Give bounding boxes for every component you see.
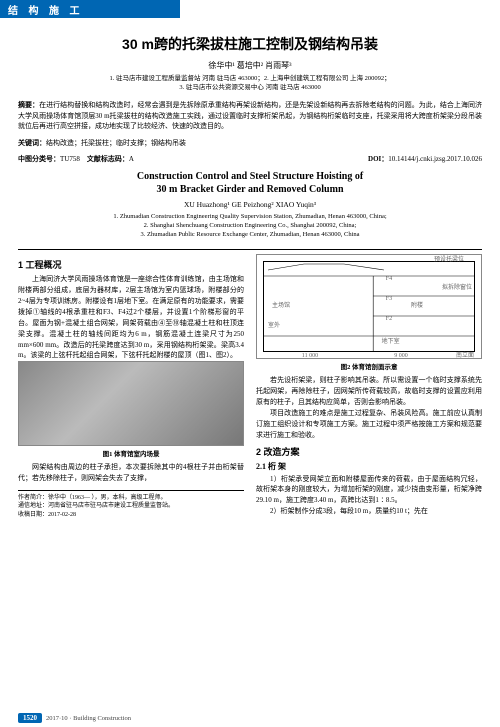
authors-en: XU Huazhong¹ GE Peizhong² XIAO Yuqin³ (18, 200, 482, 209)
title-en-line: 30 m Bracket Girder and Removed Column (18, 183, 482, 196)
left-column: 1 工程概况 上海同济大学风雨操场体育馆是一座综合性体育训练馆，由主场馆和附楼两… (18, 254, 244, 519)
meta-row: 中图分类号：TU758 文献标志码：A DOI：10.14144/j.cnki.… (18, 154, 482, 164)
section-label: 结 构 施 工 (8, 2, 84, 17)
footnote-line: 作者简介：徐华中（1963— ），男，本科，高级工程师。 (18, 494, 244, 502)
subsection-heading: 2.1 桁 架 (256, 461, 482, 472)
keywords-text: 结构改造；托梁拔柱；临时支撑；钢结构吊装 (46, 139, 186, 147)
footnote-line: 通信地址：河南省驻马店市驻马店市建设工程质量监督站。 (18, 502, 244, 510)
authors-cn: 徐华中¹ 葛培中² 肖雨琴³ (18, 60, 482, 71)
page-footer: 1520 2017·10 · Building Construction (18, 713, 482, 723)
diagram-lines (264, 262, 474, 351)
figure-2-caption: 图2 体育馆剖面示意 (256, 361, 482, 371)
title-en: Construction Control and Steel Structure… (18, 170, 482, 196)
page-number-badge: 1520 (18, 713, 42, 723)
paragraph: 2）桁架制作分成3段，每段10 m，质量约10 t；先在 (256, 506, 482, 517)
footnote-box: 作者简介：徐华中（1963— ），男，本科，高级工程师。 通信地址：河南省驻马店… (18, 490, 244, 519)
keywords-row: 关键词：结构改造；托梁拔柱；临时支撑；钢结构吊装 (18, 138, 482, 149)
diagram-label: 南立面 (456, 350, 474, 359)
title-cn: 30 m跨的托梁拔柱施工控制及钢结构吊装 (18, 34, 482, 54)
divider (18, 249, 482, 250)
keywords-label: 关键词： (18, 139, 46, 147)
affil-en-line: 1. Zhumadian Construction Engineering Qu… (18, 212, 482, 221)
diagram-box: 预设托梁位 F4 拟拆除窗位 主场馆 F3 附楼 室外 F2 地下室 11 00… (263, 261, 475, 352)
paragraph: 网架结构由周边的柱子承担，本次要拆除其中的4根柱子并由桁架替代；若先移除柱子，则… (18, 462, 244, 484)
figure-1-photo (18, 361, 244, 446)
two-column-body: 1 工程概况 上海同济大学风雨操场体育馆是一座综合性体育训练馆，由主场馆和附楼两… (18, 254, 482, 519)
section-heading: 2 改造方案 (256, 445, 482, 458)
section-heading: 1 工程概况 (18, 258, 244, 271)
footnote-line: 收稿日期：2017-02-28 (18, 511, 244, 519)
diagram-label: 9 000 (394, 353, 408, 359)
paragraph: 上海同济大学风雨操场体育馆是一座综合性体育训练馆，由主场馆和附楼两部分组成，底层… (18, 274, 244, 361)
abstract-label: 摘要： (18, 101, 39, 109)
abstract-text: 在进行结构替换和结构改造时，经常会遇到是先拆除原承重结构再架设新结构，还是先架设… (18, 101, 482, 130)
affiliations-cn: 1. 驻马店市建设工程质量监督站 河南 驻马店 463000；2. 上海申创建筑… (18, 74, 482, 92)
figure-2-diagram: 预设托梁位 F4 拟拆除窗位 主场馆 F3 附楼 室外 F2 地下室 11 00… (256, 254, 482, 359)
clc: 中图分类号：TU758 文献标志码：A (18, 154, 134, 164)
abstract-cn: 摘要：在进行结构替换和结构改造时，经常会遇到是先拆除原承重结构再架设新结构，还是… (18, 100, 482, 132)
affil-en-line: 3. Zhumadian Public Resource Exchange Ce… (18, 230, 482, 239)
paragraph: 项目改造施工的难点是施工过程复杂、吊装风险高。施工前应认真制订施工组织设计和专项… (256, 408, 482, 441)
figure-1-caption: 图1 体育馆室内场景 (18, 448, 244, 458)
paragraph: 1）桁架承受网架立面和附楼屋面传来的荷载，由于屋面结构冗轻，故桁架本身的刚度较大… (256, 474, 482, 507)
paragraph: 若先设桁架梁，则柱子影响其吊装。所以需设置一个临时支撑系统先托起网架，再除除柱子… (256, 375, 482, 408)
title-en-line: Construction Control and Steel Structure… (18, 170, 482, 183)
section-header: 结 构 施 工 (0, 0, 180, 18)
right-column: 预设托梁位 F4 拟拆除窗位 主场馆 F3 附楼 室外 F2 地下室 11 00… (256, 254, 482, 519)
doi: DOI：10.14144/j.cnki.jzsg.2017.10.026 (368, 154, 482, 164)
affiliations-en: 1. Zhumadian Construction Engineering Qu… (18, 212, 482, 239)
affil-line: 3. 驻马店市公共资源交易中心 河南 驻马店 463000 (18, 83, 482, 92)
affil-line: 1. 驻马店市建设工程质量监督站 河南 驻马店 463000；2. 上海申创建筑… (18, 74, 482, 83)
diagram-label: 11 000 (302, 353, 318, 359)
page-tail: 2017·10 · Building Construction (46, 715, 131, 722)
affil-en-line: 2. Shanghai Shenchuang Construction Engi… (18, 221, 482, 230)
page-content: 30 m跨的托梁拔柱施工控制及钢结构吊装 徐华中¹ 葛培中² 肖雨琴³ 1. 驻… (0, 18, 500, 519)
